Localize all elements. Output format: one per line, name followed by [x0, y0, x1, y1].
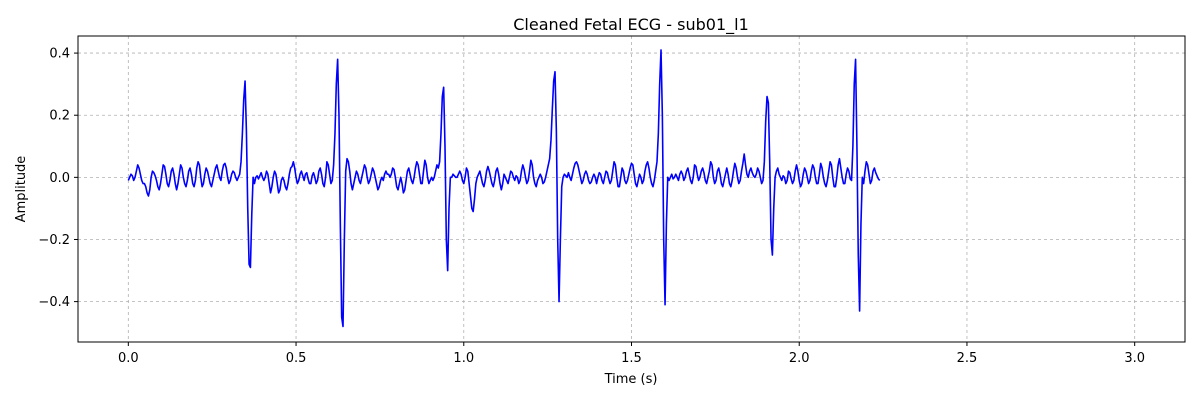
x-tick-label: 1.5: [621, 351, 642, 366]
x-tick-label: 2.5: [957, 351, 978, 366]
chart-title: Cleaned Fetal ECG - sub01_l1: [513, 15, 749, 35]
x-tick-label: 3.0: [1124, 351, 1145, 366]
y-tick-label: 0.0: [49, 171, 70, 186]
y-tick-label: 0.2: [49, 109, 70, 124]
x-axis-label: Time (s): [604, 372, 658, 387]
fetal-ecg-line: [127, 49, 881, 328]
x-tick-label: 1.0: [453, 351, 474, 366]
y-tick-label: −0.2: [38, 233, 70, 248]
axis-ticks: 0.0 0.5 1.0 1.5 2.0 2.5 3.0 −0.4 −0.2 0.0 0.2 0.4: [38, 47, 1145, 366]
y-tick-label: −0.4: [38, 295, 70, 310]
x-tick-label: 0.5: [286, 351, 307, 366]
plot-frame: [77, 35, 1186, 343]
x-tick-label: 0.0: [118, 351, 139, 366]
grid-lines: [78, 36, 1185, 342]
x-tick-label: 2.0: [789, 351, 810, 366]
y-axis-label: Amplitude: [14, 156, 29, 223]
y-tick-label: 0.4: [49, 47, 70, 62]
